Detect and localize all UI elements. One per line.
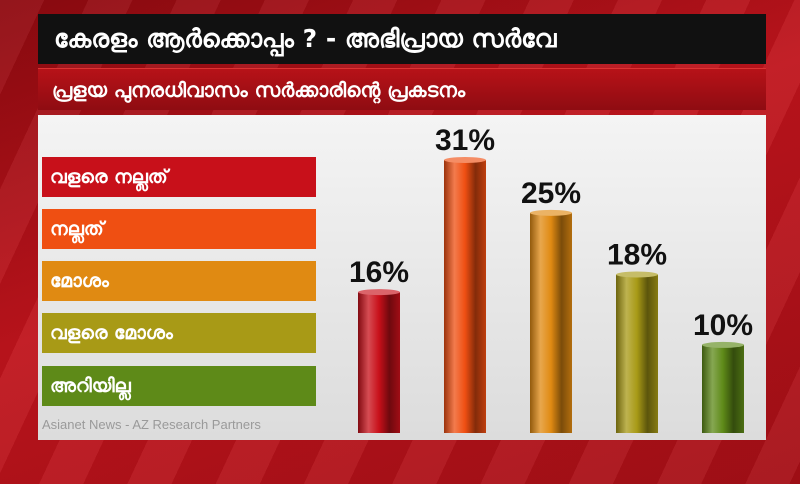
legend-label: വളരെ മോശം [50, 322, 173, 344]
bar-good [444, 160, 486, 433]
bar-cap [702, 341, 744, 348]
data-label: 18% [607, 238, 667, 271]
title-text: കേരളം ആർക്കൊപ്പം ? - അഭിപ്രായ സർവേ [54, 24, 557, 53]
page-title: കേരളം ആർക്കൊപ്പം ? - അഭിപ്രായ സർവേ [38, 14, 766, 64]
legend-item-very-good: വളരെ നല്ലത് [42, 157, 316, 197]
bar-cap [616, 271, 658, 278]
subtitle-text: പ്രളയ പുനരധിവാസം സർക്കാരിന്റെ പ്രകടനം [52, 77, 466, 102]
data-label: 10% [693, 309, 753, 342]
legend-label: അറിയില്ല [50, 375, 131, 397]
bar-very-bad [616, 274, 658, 433]
bar-cap [530, 209, 572, 216]
legend-item-very-bad: വളരെ മോശം [42, 313, 316, 353]
data-label: 31% [435, 124, 495, 157]
bar-bad [530, 212, 572, 433]
legend-label: വളരെ നല്ലത് [50, 166, 168, 188]
chart-subtitle: പ്രളയ പുനരധിവാസം സർക്കാരിന്റെ പ്രകടനം [38, 68, 766, 110]
source-credit: Asianet News - AZ Research Partners [42, 417, 261, 432]
bar-very-good [358, 292, 400, 433]
bar-cap [444, 157, 486, 163]
legend-label: നല്ലത് [50, 218, 104, 240]
legend-item-bad: മോശം [42, 261, 316, 301]
legend-label: മോശം [50, 270, 109, 292]
legend-item-dont-know: അറിയില്ല [42, 366, 316, 406]
bar-cap [358, 289, 400, 296]
data-label: 16% [349, 256, 409, 289]
bar-dont-know [702, 344, 744, 433]
legend-item-good: നല്ലത് [42, 209, 316, 249]
data-label: 25% [521, 177, 581, 210]
